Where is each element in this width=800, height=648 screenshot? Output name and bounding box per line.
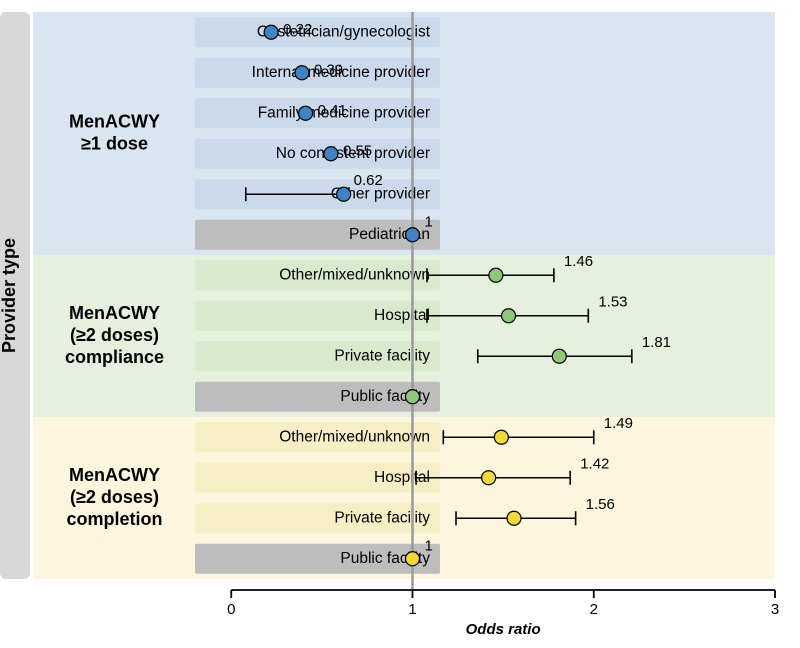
value-label: 1.49	[604, 415, 633, 432]
row-label: Private facility	[334, 347, 430, 364]
row-label: Other/mixed/unknown	[279, 266, 430, 283]
value-label: 1.46	[564, 253, 593, 270]
marker	[406, 390, 420, 404]
row-label: Other/mixed/unknown	[279, 428, 430, 445]
value-label: 1.53	[598, 294, 627, 311]
value-label: 0.55	[343, 143, 372, 160]
group-title: (≥2 doses)	[70, 325, 159, 345]
value-label: 0.41	[318, 102, 347, 119]
marker	[299, 106, 313, 120]
group-title: MenACWY	[69, 111, 160, 131]
value-label: 1.56	[586, 496, 615, 513]
marker	[295, 66, 309, 80]
value-label: 1.42	[580, 456, 609, 473]
value-label: 1.81	[642, 334, 671, 351]
marker	[507, 511, 521, 525]
marker	[502, 309, 516, 323]
marker	[552, 349, 566, 363]
value-label: 0.39	[314, 62, 343, 79]
x-tick-label: 1	[408, 601, 416, 618]
group-title: compliance	[65, 347, 164, 367]
marker	[406, 228, 420, 242]
x-axis-title: Odds ratio	[466, 621, 541, 638]
x-tick-label: 2	[590, 601, 598, 618]
group-title: (≥2 doses)	[70, 487, 159, 507]
marker	[494, 430, 508, 444]
marker	[406, 552, 420, 566]
group-title: MenACWY	[69, 303, 160, 323]
row-label: Private facility	[334, 509, 430, 526]
marker	[337, 187, 351, 201]
group-title: ≥1 dose	[81, 133, 148, 153]
value-label: 1	[425, 214, 433, 231]
marker	[489, 268, 503, 282]
x-tick-label: 3	[771, 601, 779, 618]
marker	[324, 147, 338, 161]
x-tick-label: 0	[227, 601, 235, 618]
row-label: Hospital	[374, 307, 430, 324]
marker	[482, 471, 496, 485]
value-label: 1	[425, 538, 433, 555]
value-label: 0.22	[283, 21, 312, 38]
y-axis-title: Provider type	[0, 238, 19, 353]
marker	[264, 25, 278, 39]
forest-plot: MenACWY≥1 doseObstetrician/gynecologistI…	[0, 0, 800, 648]
value-label: 0.62	[354, 172, 383, 189]
group-title: completion	[66, 509, 162, 529]
group-title: MenACWY	[69, 465, 160, 485]
chart-svg: MenACWY≥1 doseObstetrician/gynecologistI…	[0, 0, 800, 648]
